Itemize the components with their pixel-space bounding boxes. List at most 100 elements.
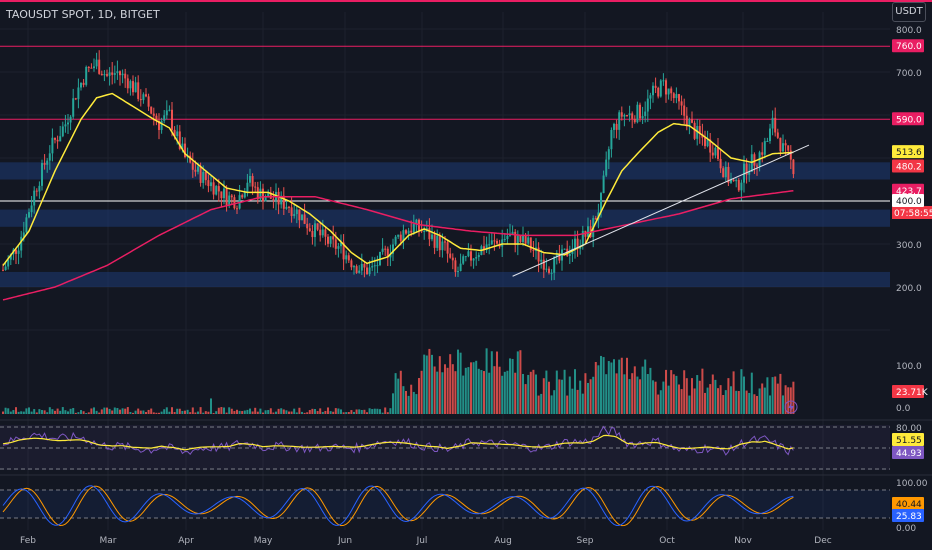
volume-bar	[228, 407, 231, 414]
candle-body	[293, 214, 296, 216]
rsi-value-label-bg	[892, 433, 924, 446]
volume-bar	[139, 410, 142, 414]
time-axis-label: Dec	[814, 536, 831, 546]
volume-bar	[581, 393, 584, 414]
stoch-value-label: 40.44	[896, 500, 922, 510]
symbol-title[interactable]: TAOUSDT SPOT, 1D, BITGET	[6, 8, 160, 21]
candle-body	[246, 182, 249, 192]
volume-bar	[61, 407, 64, 414]
volume-bar	[129, 411, 132, 414]
volume-bar	[441, 372, 444, 414]
volume-bar	[584, 373, 587, 414]
volume-bar	[74, 412, 77, 414]
price-label-bg	[892, 194, 924, 207]
candle-body	[769, 128, 771, 141]
candle-body	[607, 149, 610, 160]
volume-bar	[568, 376, 571, 414]
price-axis-tick: 200.0	[896, 284, 922, 294]
candle-body	[277, 191, 280, 205]
countdown-label: 07:58:55	[894, 209, 932, 219]
volume-bar	[545, 370, 548, 414]
candle-body	[243, 191, 246, 198]
volume-bar	[457, 349, 459, 414]
volume-bar	[215, 411, 218, 414]
candle-body	[490, 240, 493, 245]
volume-bar	[108, 408, 111, 414]
volume-bar	[641, 366, 644, 414]
volume-bar	[454, 371, 457, 414]
candle-body	[623, 114, 626, 117]
candle-body	[613, 123, 615, 130]
volume-bar	[490, 351, 493, 414]
volume-bar	[64, 410, 67, 414]
volume-bar	[298, 407, 301, 414]
volume-bar	[350, 410, 353, 414]
candle-body	[581, 230, 584, 246]
volume-bar	[605, 374, 608, 414]
currency-button[interactable]: USDT	[892, 2, 926, 22]
candle-body	[771, 117, 774, 129]
price-label: 423.7	[896, 187, 922, 197]
support-zone	[0, 209, 890, 227]
price-label: 760.0	[896, 42, 922, 52]
candle-body	[675, 94, 678, 99]
volume-bar	[464, 367, 467, 414]
volume-bar	[210, 398, 212, 414]
candle-body	[524, 235, 527, 244]
volume-bar	[594, 361, 597, 414]
volume-bar	[303, 412, 306, 414]
candle-body	[384, 248, 387, 250]
volume-bar	[342, 412, 345, 414]
time-axis-label: Nov	[734, 536, 752, 546]
candle-body	[142, 94, 145, 101]
volume-bar	[82, 411, 85, 414]
candle-body	[199, 166, 202, 183]
candle-body	[709, 139, 712, 153]
volume-bar	[194, 412, 197, 414]
volume-bar	[262, 412, 264, 414]
price-label: 480.2	[896, 163, 922, 173]
volume-bar	[446, 367, 449, 414]
volume-bar	[431, 354, 433, 414]
candle-body	[100, 73, 103, 76]
volume-bar	[488, 372, 491, 414]
volume-bar	[449, 354, 452, 414]
lightning-icon[interactable]	[784, 400, 798, 414]
candle-body	[555, 254, 558, 257]
volume-bar	[134, 410, 137, 414]
volume-bar	[311, 408, 314, 414]
volume-bar	[158, 412, 160, 414]
volume-bar	[672, 374, 675, 414]
candle-body	[64, 124, 67, 127]
volume-bar	[77, 412, 80, 414]
volume-bar	[774, 376, 777, 414]
candle-body	[321, 229, 324, 236]
volume-bar	[727, 378, 730, 414]
volume-bar	[35, 412, 38, 414]
candle-body	[267, 192, 270, 198]
candle-body	[587, 226, 589, 237]
candle-body	[181, 143, 184, 149]
volume-bar	[30, 411, 33, 414]
candle-body	[545, 268, 548, 270]
volume-bar	[613, 359, 615, 414]
volume-bar	[126, 407, 129, 414]
ma-slow-line	[2, 189, 794, 301]
candle-body	[67, 122, 69, 125]
volume-bar	[256, 411, 259, 414]
candle-body	[537, 247, 540, 262]
volume-bar	[202, 412, 205, 414]
candle-body	[119, 71, 121, 76]
candle-body	[158, 120, 160, 131]
volume-bar	[54, 410, 56, 414]
volume-bar	[646, 374, 649, 414]
candle-body	[423, 230, 426, 232]
volume-bar	[649, 367, 652, 414]
stoch-d-line	[2, 485, 794, 527]
candle-body	[272, 198, 275, 201]
volume-bar	[558, 379, 561, 414]
volume-bar	[602, 357, 605, 414]
candle-body	[132, 81, 134, 93]
